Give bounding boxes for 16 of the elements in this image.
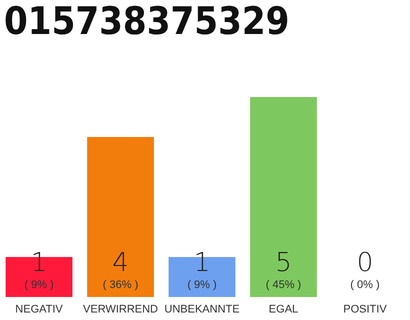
annotation: ( 9% ) xyxy=(24,279,54,291)
x-tick-label: NEGATIV xyxy=(15,304,64,316)
x-tick-label: UNBEKANNTE xyxy=(164,304,240,316)
annotation: ( 45% ) xyxy=(266,279,302,291)
x-tick-label: VERWIRREND xyxy=(83,304,158,316)
annotation: ( 36% ) xyxy=(102,279,138,291)
chart-title: 015738375329 xyxy=(4,0,290,43)
data-label: 1 xyxy=(30,248,48,278)
data-label: 5 xyxy=(275,248,292,278)
annotation: ( 9% ) xyxy=(187,279,217,291)
x-tick-label: EGAL xyxy=(268,304,298,316)
x-tick-label: POSITIV xyxy=(343,304,388,316)
data-label: 4 xyxy=(112,248,129,278)
data-label: 0 xyxy=(356,248,374,278)
data-label: 1 xyxy=(194,248,210,278)
annotation: ( 0% ) xyxy=(350,279,380,291)
